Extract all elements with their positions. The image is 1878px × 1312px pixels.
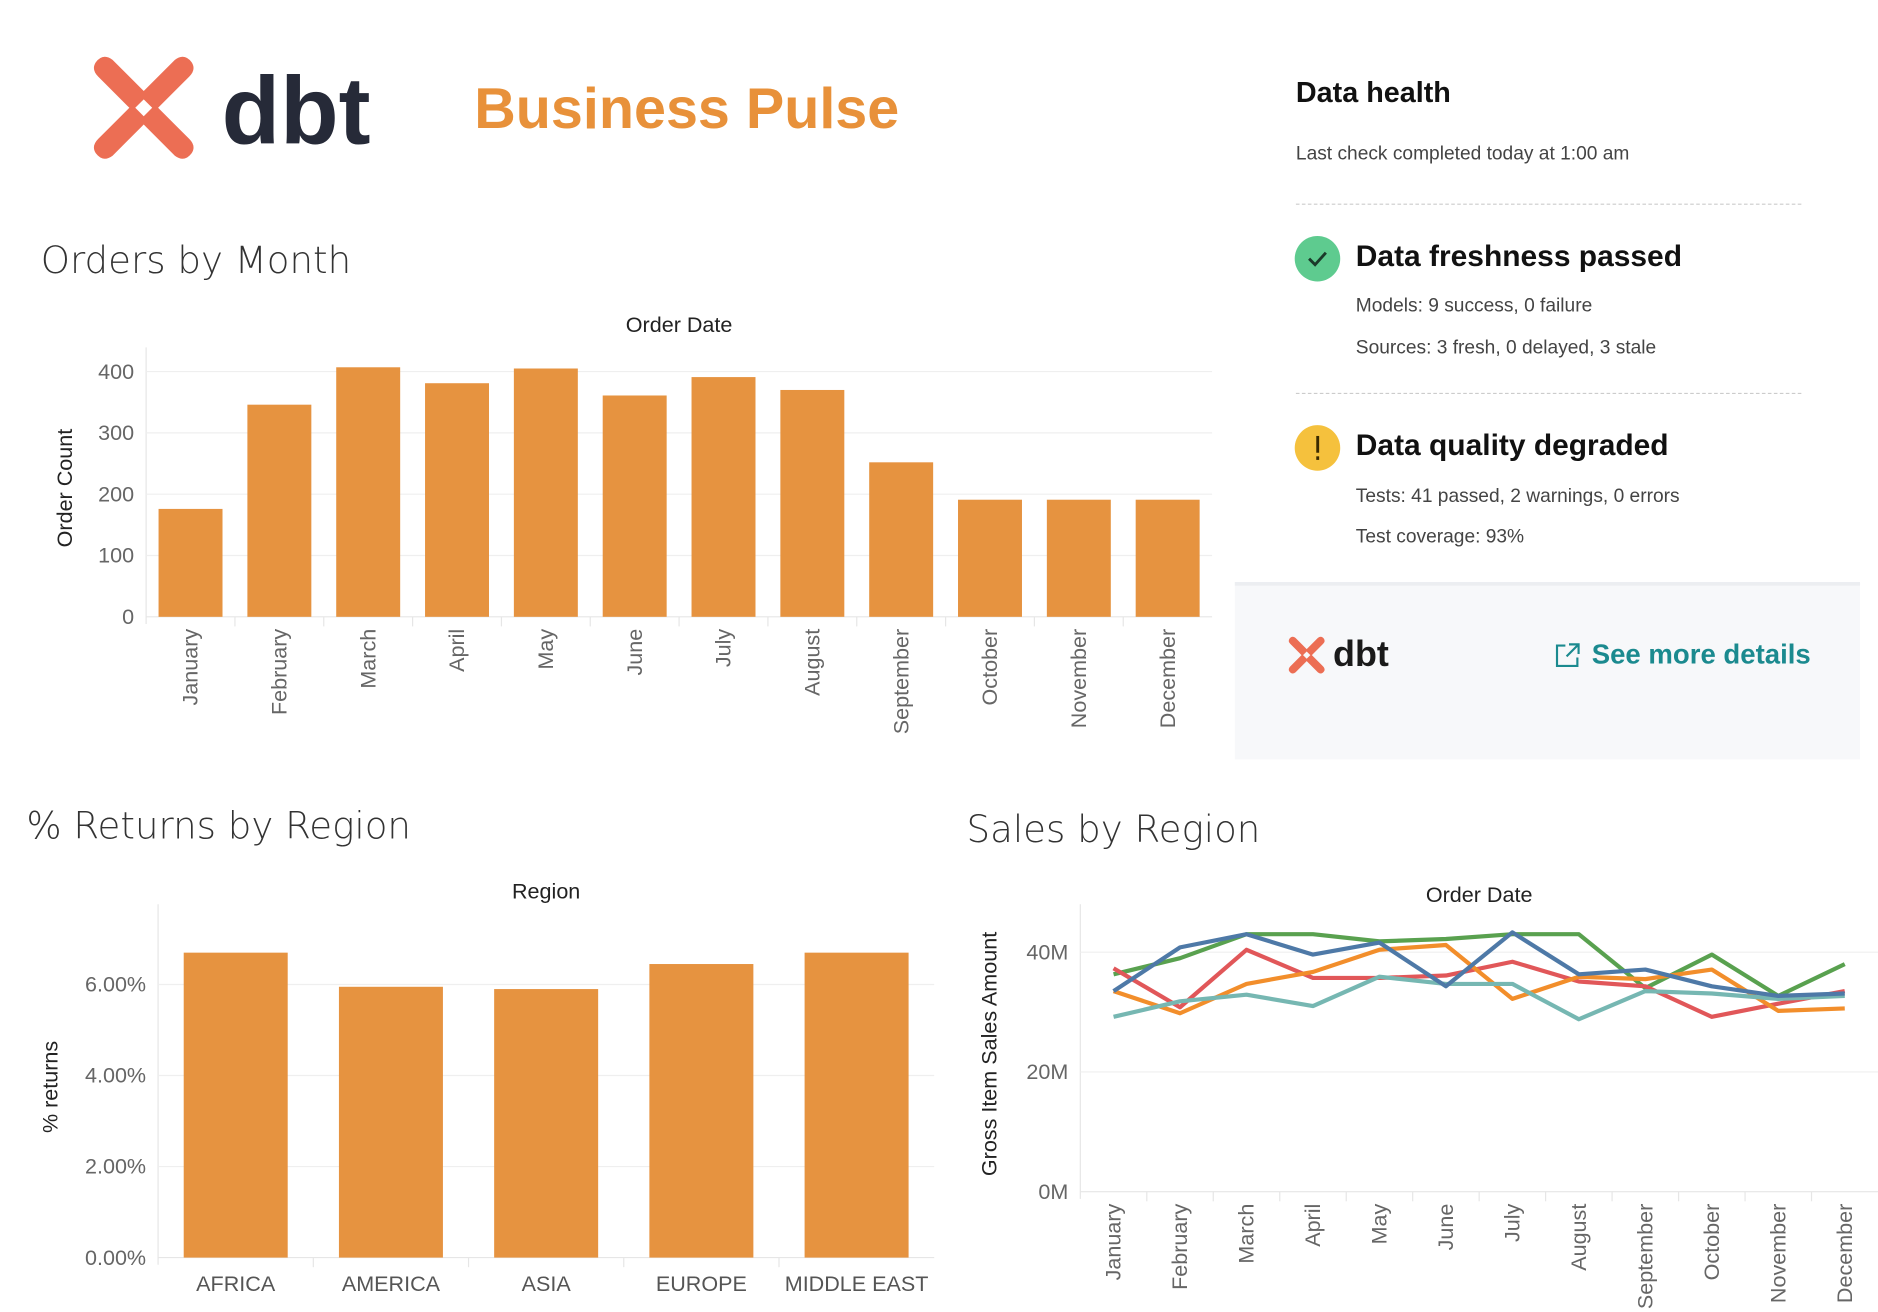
x-tick-label: MIDDLE EAST bbox=[785, 1271, 929, 1296]
bar-october bbox=[958, 499, 1022, 617]
bar-europe bbox=[649, 964, 754, 1258]
x-tick-label: July bbox=[1500, 1203, 1525, 1242]
freshness-title: Data freshness passed bbox=[1355, 239, 1683, 274]
quality-tests: Tests: 41 passed, 2 warnings, 0 errors bbox=[1355, 486, 1680, 507]
x-tick-label: December bbox=[1832, 1204, 1857, 1303]
bar-may bbox=[513, 368, 578, 617]
external-link-icon bbox=[1555, 642, 1580, 667]
x-tick-label: May bbox=[533, 629, 558, 670]
x-tick-label: May bbox=[1367, 1203, 1392, 1244]
y-tick-label: 200 bbox=[98, 481, 134, 506]
x-tick-label: April bbox=[1300, 1204, 1325, 1247]
x-tick-label: AFRICA bbox=[196, 1271, 276, 1296]
x-tick-label: November bbox=[1765, 1204, 1790, 1303]
series-line-3 bbox=[1113, 974, 1845, 1022]
x-tick-label: December bbox=[1155, 629, 1180, 728]
x-tick-label: January bbox=[178, 629, 203, 706]
freshness-models: Models: 9 success, 0 failure bbox=[1355, 295, 1593, 317]
see-more-details-link[interactable]: See more details bbox=[1553, 638, 1811, 670]
bar-august bbox=[780, 389, 845, 617]
dbt-small-logo: dbt bbox=[1285, 634, 1389, 677]
freshness-sources: Sources: 3 fresh, 0 delayed, 3 stale bbox=[1355, 337, 1657, 359]
x-tick-label: November bbox=[1066, 629, 1091, 728]
column-header: Region bbox=[512, 878, 580, 903]
y-axis-label: Order Count bbox=[52, 429, 77, 548]
logo-text: dbt bbox=[1333, 634, 1389, 675]
quality-coverage: Test coverage: 93% bbox=[1355, 526, 1525, 548]
y-tick-label: 100 bbox=[98, 543, 134, 568]
bar-january bbox=[158, 508, 223, 617]
x-tick-label: March bbox=[1234, 1204, 1259, 1264]
x-tick-label: August bbox=[800, 629, 825, 696]
link-label: See more details bbox=[1591, 638, 1811, 670]
bar-december bbox=[1135, 499, 1200, 617]
column-header: Order Date bbox=[1426, 882, 1533, 907]
x-tick-label: ASIA bbox=[522, 1271, 572, 1296]
y-tick-label: 0 bbox=[122, 604, 134, 629]
series-line-0 bbox=[1113, 932, 1846, 998]
data-health-title: Data health bbox=[1295, 76, 1451, 109]
x-tick-label: September bbox=[888, 629, 913, 734]
x-tick-label: October bbox=[977, 629, 1002, 706]
y-tick-label: 0M bbox=[1038, 1179, 1068, 1204]
orders-by-month-chart: Order Date Order Count 0 100 200 300 400 Januar… bbox=[52, 312, 1213, 734]
y-tick-label: 40M bbox=[1026, 939, 1068, 964]
x-tick-label: October bbox=[1699, 1204, 1724, 1281]
divider bbox=[1295, 392, 1802, 395]
dbt-logo: dbt bbox=[84, 48, 395, 174]
sales-chart-title: Sales by Region bbox=[966, 808, 1261, 852]
y-axis-label: % returns bbox=[37, 1041, 62, 1133]
y-tick-label: 4.00% bbox=[85, 1063, 146, 1088]
x-tick-label: EUROPE bbox=[656, 1271, 747, 1296]
x-tick-label: April bbox=[444, 629, 469, 672]
returns-by-region-chart: Region % returns 0.00% 2.00% 4.00% 6.00% AFRIC… bbox=[37, 878, 935, 1296]
warning-circle-icon bbox=[1294, 425, 1341, 471]
bar-november bbox=[1046, 499, 1111, 617]
bar-africa bbox=[183, 952, 288, 1258]
bar-february bbox=[247, 404, 312, 617]
bar-june bbox=[602, 395, 667, 617]
y-tick-label: 0.00% bbox=[85, 1245, 146, 1270]
x-tick-label: February bbox=[1167, 1203, 1192, 1289]
series-line-1 bbox=[1112, 947, 1846, 1019]
y-tick-label: 400 bbox=[98, 359, 134, 384]
bar-asia bbox=[494, 989, 599, 1258]
bar-march bbox=[336, 367, 401, 617]
y-axis-label: Gross Item Sales Amount bbox=[976, 932, 1001, 1176]
x-tick-label: February bbox=[267, 629, 292, 715]
health-footer: dbt See more details bbox=[1234, 582, 1861, 760]
quality-title: Data quality degraded bbox=[1355, 428, 1669, 463]
y-tick-label: 300 bbox=[98, 420, 134, 445]
x-tick-label: July bbox=[711, 629, 736, 668]
sales-by-region-chart: Order Date Gross Item Sales Amount 0M 20M 40… bbox=[976, 882, 1878, 1309]
divider bbox=[1295, 203, 1802, 205]
bar-september bbox=[869, 462, 934, 617]
x-tick-label: January bbox=[1101, 1203, 1126, 1280]
dbt-logo-mark: dbt bbox=[93, 56, 371, 165]
y-tick-label: 2.00% bbox=[85, 1154, 146, 1179]
check-circle-icon bbox=[1294, 235, 1341, 282]
series-line-2 bbox=[1112, 942, 1845, 1016]
dashboard-title: Business Pulse bbox=[474, 77, 900, 142]
dbt-logo-mark bbox=[1288, 636, 1325, 674]
logo-text: dbt bbox=[222, 58, 371, 165]
x-tick-label: March bbox=[355, 629, 380, 689]
column-header: Order Date bbox=[626, 312, 733, 337]
x-tick-label: August bbox=[1566, 1204, 1591, 1271]
returns-chart-title: % Returns by Region bbox=[26, 804, 411, 848]
x-tick-label: June bbox=[1433, 1204, 1458, 1251]
x-tick-label: September bbox=[1633, 1204, 1658, 1309]
series-line-4 bbox=[1112, 930, 1845, 998]
y-tick-label: 20M bbox=[1026, 1059, 1068, 1084]
bar-middle-east bbox=[804, 952, 909, 1258]
x-tick-label: AMERICA bbox=[342, 1271, 441, 1296]
x-tick-label: June bbox=[622, 629, 647, 676]
last-check-text: Last check completed today at 1:00 am bbox=[1295, 143, 1630, 165]
bar-april bbox=[425, 383, 490, 617]
bar-america bbox=[338, 986, 443, 1258]
y-tick-label: 6.00% bbox=[85, 972, 146, 997]
bar-july bbox=[691, 377, 756, 617]
orders-chart-title: Orders by Month bbox=[40, 239, 352, 283]
